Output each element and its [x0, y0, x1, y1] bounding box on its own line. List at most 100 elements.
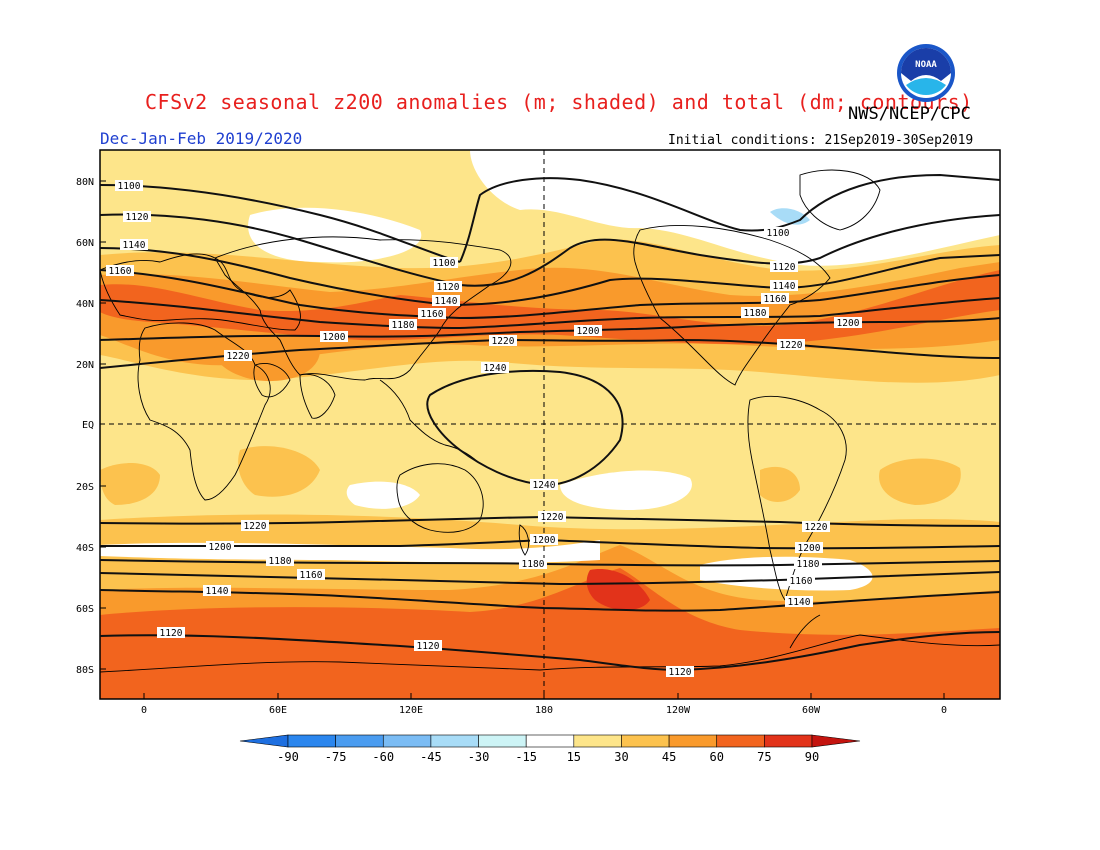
contour-1120	[100, 213, 1000, 287]
lon-label: 0	[141, 705, 147, 716]
contour-label: 1140	[785, 596, 813, 608]
agency-label: NWS/NCEP/CPC	[848, 104, 971, 124]
contour-label: 1180	[741, 307, 769, 319]
colorbar-tick-label: -60	[372, 750, 394, 764]
lon-label: 120W	[666, 705, 691, 716]
contour-1160	[100, 269, 1000, 320]
svg-text:1180: 1180	[797, 559, 820, 570]
coastline-antarctic-peninsula	[789, 614, 821, 649]
coastline-africa	[137, 322, 271, 501]
lat-label: 20S	[76, 482, 94, 493]
contour-1100-west	[100, 184, 461, 263]
lat-label: 20N	[76, 360, 94, 371]
svg-text:1200: 1200	[209, 542, 232, 553]
lat-label: 40N	[76, 299, 94, 310]
contour-label: 1140	[770, 280, 798, 292]
svg-text:1200: 1200	[323, 332, 346, 343]
svg-text:1140: 1140	[123, 240, 146, 251]
svg-text:1140: 1140	[773, 281, 796, 292]
colorbar-extend-high	[811, 734, 861, 748]
noaa-logo: NOAA	[897, 44, 955, 102]
contour-label: 1180	[266, 555, 294, 567]
map-title: CFSv2 seasonal z200 anomalies (m; shaded…	[145, 90, 973, 114]
contour-label: 1200	[530, 534, 558, 546]
lat-label: 60S	[76, 604, 94, 615]
colorbar-swatch	[382, 734, 432, 748]
contour-label: 1160	[106, 265, 134, 277]
svg-text:1180: 1180	[392, 320, 415, 331]
svg-text:1200: 1200	[798, 543, 821, 554]
atlantic-30-45-patch	[879, 458, 961, 505]
sh-60-75-band	[100, 568, 1000, 699]
colorbar-swatch	[621, 734, 670, 748]
longitude-labels: 0 60E 120E 180 120W 60W 0	[141, 705, 947, 716]
lon-label: 120E	[399, 705, 423, 716]
contour-label: 1200	[795, 542, 823, 554]
contour-1120-south	[100, 631, 1000, 672]
contour-label: 1220	[241, 520, 269, 532]
latitude-labels: 80N 60N 40N 20N EQ 20S 40S 60S 80S	[76, 177, 94, 676]
svg-text:1220: 1220	[780, 340, 803, 351]
svg-text:1160: 1160	[764, 294, 787, 305]
contour-label: 1240	[481, 362, 509, 374]
nw-white-patch	[248, 207, 422, 263]
colorbar-tick-label: -75	[325, 750, 347, 764]
svg-text:1120: 1120	[669, 667, 692, 678]
contour-label: 1200	[574, 325, 602, 337]
lon-label: 180	[535, 705, 553, 716]
colorbar-tick-label: 90	[805, 750, 819, 764]
contour-label: 1100	[430, 257, 458, 269]
contour-label: 1220	[538, 511, 566, 523]
contour-label: 1140	[120, 239, 148, 251]
svg-text:1220: 1220	[244, 521, 267, 532]
lon-label: 60W	[802, 705, 821, 716]
contour-1180	[100, 297, 1000, 330]
initial-conditions: Initial conditions: 21Sep2019-30Sep2019	[668, 133, 974, 148]
svg-text:1160: 1160	[421, 309, 444, 320]
svg-text:1220: 1220	[492, 336, 515, 347]
contour-label: 1120	[414, 640, 442, 652]
coastlines	[100, 169, 1000, 673]
contour-label: 1220	[777, 339, 805, 351]
nh-60-75-band	[100, 270, 1000, 345]
contour-label: 1120	[770, 261, 798, 273]
svg-text:1240: 1240	[533, 480, 556, 491]
colorbar-tick-label: 75	[757, 750, 771, 764]
svg-text:1200: 1200	[577, 326, 600, 337]
colorbar-swatch	[335, 734, 384, 748]
contour-1220-north	[100, 338, 1000, 369]
lat-label: 60N	[76, 238, 94, 249]
lon-label: 60E	[269, 705, 287, 716]
svg-text:1140: 1140	[206, 586, 229, 597]
south-pacific-30-45-patch	[760, 466, 800, 502]
svg-text:1240: 1240	[484, 363, 507, 374]
svg-text:1220: 1220	[541, 512, 564, 523]
coastline-india	[299, 373, 336, 419]
polar-white-cap	[470, 150, 1000, 266]
contour-label: 1100	[115, 180, 143, 192]
contour-label: 1120	[434, 281, 462, 293]
contour-1160-south	[100, 571, 1000, 586]
contour-label: 1140	[432, 295, 460, 307]
colorbar-tick-label: -15	[515, 750, 537, 764]
contour-1140	[100, 247, 1000, 307]
colorbar-tick-label: 15	[567, 750, 581, 764]
indian-30-45-patch	[100, 463, 160, 505]
coastline-new-zealand	[518, 524, 530, 556]
contour-1240	[426, 369, 624, 487]
lat-label: 80N	[76, 177, 94, 188]
svg-text:1160: 1160	[790, 576, 813, 587]
colorbar-swatch	[668, 734, 718, 748]
svg-text:1200: 1200	[533, 535, 556, 546]
coastline-antarctica	[100, 634, 1000, 673]
colorbar-swatch	[764, 734, 813, 748]
svg-text:1120: 1120	[160, 628, 183, 639]
coastline-australia	[396, 463, 484, 533]
svg-text:1180: 1180	[269, 556, 292, 567]
contour-label: 1240	[530, 479, 558, 491]
contour-label: 1120	[123, 211, 151, 223]
colorbar-tick-label: -30	[468, 750, 490, 764]
svg-text:1160: 1160	[300, 570, 323, 581]
coastline-europe	[100, 253, 301, 331]
africa-30-45-patch	[238, 446, 320, 497]
